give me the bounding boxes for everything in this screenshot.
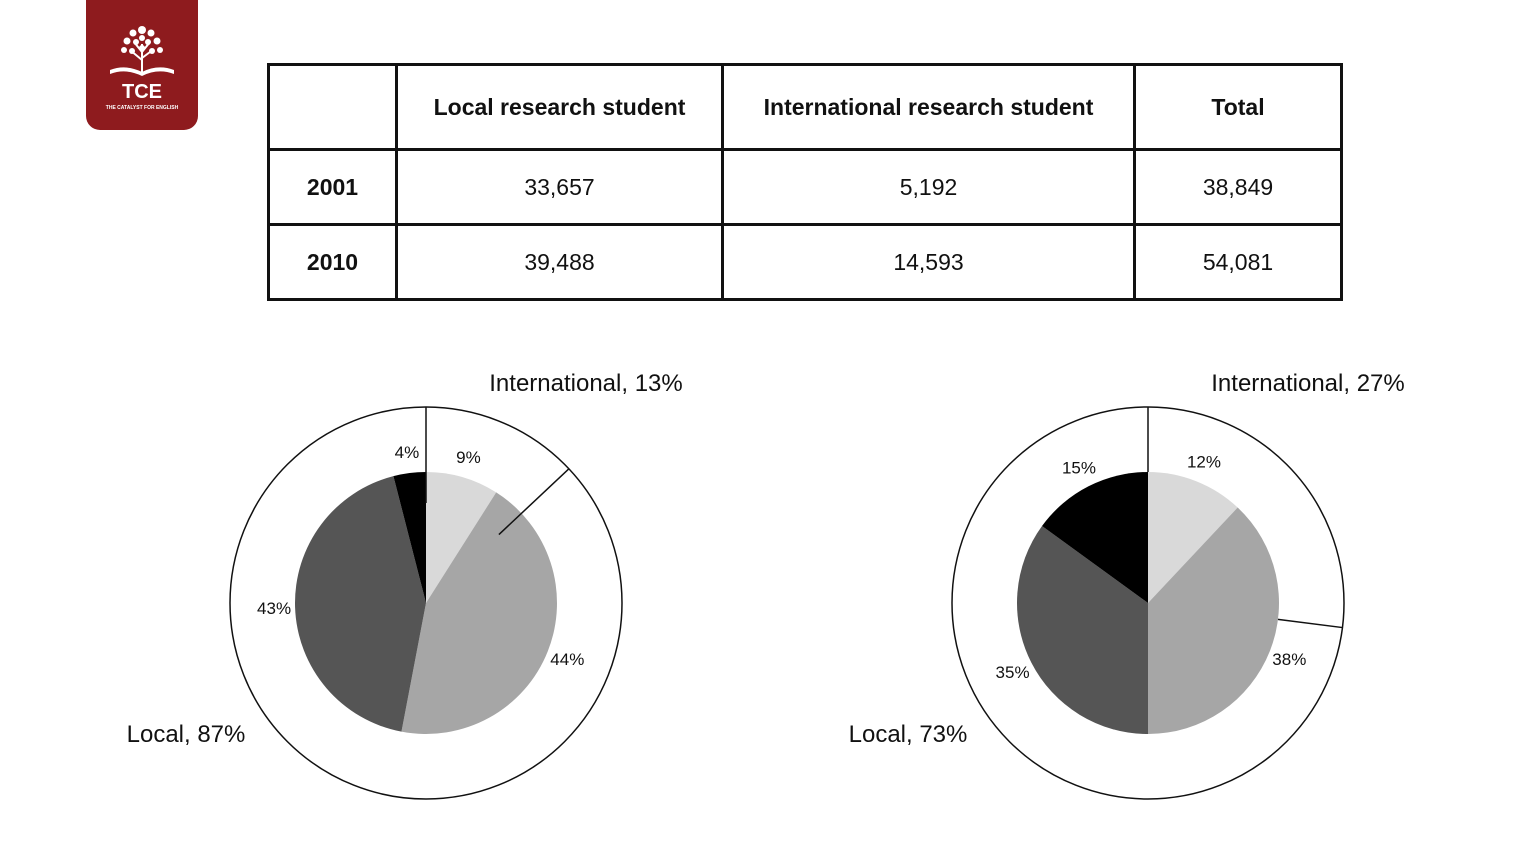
- row-year: 2010: [267, 223, 398, 301]
- logo-title: TCE: [122, 81, 162, 103]
- slice-label: 44%: [550, 650, 584, 669]
- table-header-row: Local research student International res…: [267, 63, 1343, 151]
- slice-label: 35%: [996, 663, 1030, 682]
- group-label: International, 27%: [1211, 370, 1404, 397]
- pie-chart-2010: 12% 38% 35% 15% International, 27% Local, 73%: [849, 370, 1405, 800]
- header-international: International research student: [721, 63, 1136, 151]
- pie-slice: [1148, 507, 1279, 734]
- row-year: 2001: [267, 148, 398, 226]
- cell-total: 38,849: [1133, 148, 1343, 226]
- slice-label: 12%: [1187, 453, 1221, 472]
- slice-label: 15%: [1062, 459, 1096, 478]
- research-students-table: Local research student International res…: [267, 63, 1343, 301]
- cell-international: 5,192: [721, 148, 1136, 226]
- pie-slice: [1017, 526, 1148, 734]
- table-row: 2010 39,488 14,593 54,081: [267, 223, 1343, 301]
- pie-slice: [295, 476, 426, 732]
- slice-label: 9%: [456, 448, 481, 467]
- slice-label: 43%: [257, 599, 291, 618]
- cell-local: 33,657: [395, 148, 724, 226]
- group-label: International, 13%: [489, 370, 682, 397]
- header-total: Total: [1133, 63, 1343, 151]
- logo-subtitle: THE CATALYST FOR ENGLISH: [106, 105, 179, 111]
- slice-label: 4%: [395, 443, 420, 462]
- pie-slice: [1042, 472, 1148, 603]
- brand-logo: TCE THE CATALYST FOR ENGLISH: [86, 0, 198, 130]
- group-divider: [1277, 618, 1343, 629]
- header-empty-cell: [267, 63, 398, 151]
- slice-label: 38%: [1272, 650, 1306, 669]
- pie-chart-2001: 9% 44% 43% 4% International, 13% Local, 87%: [127, 370, 683, 800]
- pie-slice: [426, 472, 497, 603]
- pie-slice: [393, 472, 426, 603]
- header-local: Local research student: [395, 63, 724, 151]
- pie-slice: [401, 492, 557, 734]
- table-row: 2001 33,657 5,192 38,849: [267, 148, 1343, 226]
- cell-international: 14,593: [721, 223, 1136, 301]
- group-divider: [498, 468, 570, 536]
- tree-book-icon: TCE THE CATALYST FOR ENGLISH: [86, 0, 198, 130]
- group-label: Local, 87%: [127, 721, 246, 748]
- group-label: Local, 73%: [849, 721, 968, 748]
- pie-slice: [1148, 472, 1238, 603]
- cell-total: 54,081: [1133, 223, 1343, 301]
- cell-local: 39,488: [395, 223, 724, 301]
